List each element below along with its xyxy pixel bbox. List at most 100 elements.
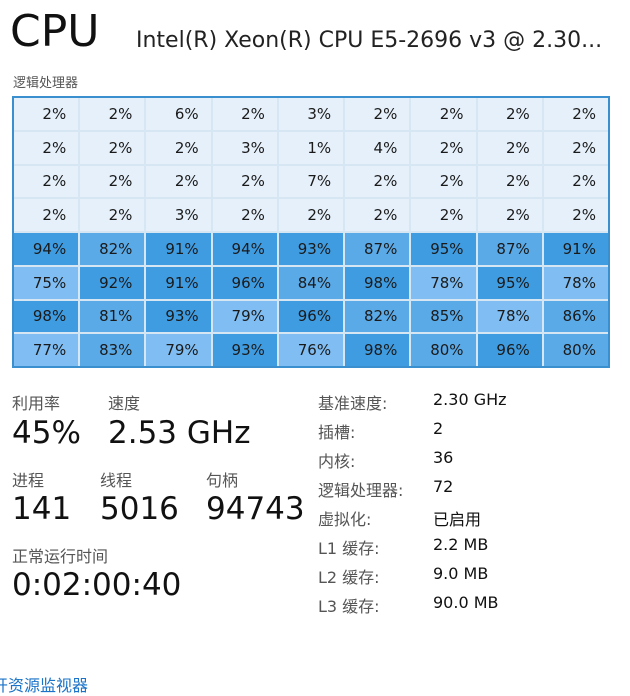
logical-processor-cell: 2% — [477, 199, 542, 231]
speed-label: 速度 — [108, 394, 141, 413]
detail-logical-processors-value: 72 — [433, 477, 454, 496]
logical-processor-cell: 94% — [212, 233, 277, 265]
handles-label: 句柄 — [206, 471, 239, 490]
logical-processor-cell: 96% — [212, 266, 277, 299]
logical-processor-cell: 95% — [477, 266, 542, 299]
detail-l1-cache-value: 2.2 MB — [433, 535, 489, 554]
logical-processor-cell: 3% — [278, 98, 344, 130]
utilization-label: 利用率 — [12, 394, 61, 413]
logical-processor-cell: 2% — [477, 165, 542, 198]
detail-sockets-label: 插槽: — [318, 423, 356, 442]
logical-processor-cell: 80% — [543, 334, 608, 366]
logical-processor-cell: 98% — [345, 266, 410, 299]
logical-processor-cell: 2% — [345, 98, 410, 130]
logical-processor-cell: 2% — [345, 199, 410, 231]
logical-processor-cell: 87% — [345, 233, 410, 265]
detail-cores-label: 内核: — [318, 452, 356, 471]
logical-processor-cell: 78% — [543, 266, 608, 299]
logical-processor-cell: 94% — [14, 233, 79, 265]
logical-processor-cell: 2% — [14, 131, 79, 164]
logical-processor-cell: 2% — [477, 131, 542, 164]
logical-processor-cell: 81% — [80, 300, 145, 333]
cpu-model-name: Intel(R) Xeon(R) CPU E5-2696 v3 @ 2.30..… — [136, 28, 603, 53]
logical-processor-cell: 2% — [543, 199, 608, 231]
logical-processor-cell: 4% — [345, 131, 410, 164]
logical-processor-cell: 75% — [14, 266, 79, 299]
logical-processor-cell: 7% — [278, 165, 344, 198]
logical-processor-cell: 2% — [80, 199, 145, 231]
logical-processor-cell: 77% — [14, 334, 79, 366]
logical-processor-cell: 2% — [543, 131, 608, 164]
detail-l1-cache-label: L1 缓存: — [318, 539, 380, 558]
detail-virtualization-value: 已启用 — [433, 510, 482, 529]
logical-processor-cell: 79% — [212, 300, 277, 333]
logical-processor-cell: 2% — [411, 131, 476, 164]
logical-processor-cell: 79% — [146, 334, 211, 366]
logical-processor-cell: 91% — [543, 233, 608, 265]
logical-processor-cell: 2% — [212, 199, 277, 231]
detail-logical-processors-label: 逻辑处理器: — [318, 481, 404, 500]
logical-processor-grid: 2% 2% 6% 2% 3% 2% 2% 2% 2% 2% 2% 2% 3% 1% 4% 2% 2% 2% 2% 2%… — [12, 96, 610, 368]
logical-processor-cell: 2% — [477, 98, 542, 130]
logical-processor-cell: 2% — [543, 165, 608, 198]
logical-processor-cell: 2% — [212, 98, 277, 130]
logical-processor-cell: 3% — [212, 131, 277, 164]
logical-processor-cell: 76% — [278, 334, 344, 366]
cpu-title: CPU — [10, 6, 100, 57]
logical-processor-cell: 91% — [146, 233, 211, 265]
logical-processor-cell: 93% — [146, 300, 211, 333]
detail-sockets-value: 2 — [433, 419, 444, 438]
logical-processor-cell: 2% — [146, 131, 211, 164]
logical-processor-cell: 93% — [278, 233, 344, 265]
detail-base-speed-label: 基准速度: — [318, 394, 388, 413]
logical-processor-cell: 85% — [411, 300, 476, 333]
handles-value: 94743 — [206, 491, 305, 527]
detail-base-speed-value: 2.30 GHz — [433, 390, 507, 409]
logical-processor-cell: 83% — [80, 334, 145, 366]
logical-processor-cell: 2% — [14, 165, 79, 198]
logical-processor-cell: 82% — [80, 233, 145, 265]
logical-processor-cell: 96% — [477, 334, 542, 366]
processes-value: 141 — [12, 491, 72, 527]
detail-l3-cache-value: 90.0 MB — [433, 593, 499, 612]
detail-virtualization-label: 虚拟化: — [318, 510, 372, 529]
logical-processor-cell: 2% — [80, 165, 145, 198]
uptime-value: 0:02:00:40 — [12, 567, 182, 603]
detail-l3-cache-label: L3 缓存: — [318, 597, 380, 616]
logical-processor-cell: 78% — [411, 266, 476, 299]
detail-l2-cache-value: 9.0 MB — [433, 564, 489, 583]
logical-processor-cell: 95% — [411, 233, 476, 265]
logical-processor-cell: 84% — [278, 266, 344, 299]
detail-l2-cache-label: L2 缓存: — [318, 568, 380, 587]
logical-processor-cell: 2% — [146, 165, 211, 198]
logical-processor-cell: 82% — [345, 300, 410, 333]
logical-processor-cell: 2% — [14, 199, 79, 231]
logical-processor-cell: 87% — [477, 233, 542, 265]
logical-processor-cell: 2% — [80, 98, 145, 130]
speed-value: 2.53 GHz — [108, 415, 251, 451]
logical-processor-cell: 2% — [212, 165, 277, 198]
logical-processor-cell: 91% — [146, 266, 211, 299]
threads-value: 5016 — [100, 491, 179, 527]
logical-processor-cell: 1% — [278, 131, 344, 164]
logical-processor-cell: 93% — [212, 334, 277, 366]
logical-processor-cell: 96% — [278, 300, 344, 333]
logical-processor-cell: 2% — [345, 165, 410, 198]
detail-cores-value: 36 — [433, 448, 454, 467]
logical-processor-cell: 2% — [411, 165, 476, 198]
open-resource-monitor-link[interactable]: 开资源监视器 — [0, 676, 89, 695]
logical-processor-cell: 78% — [477, 300, 542, 333]
logical-processor-cell: 2% — [411, 199, 476, 231]
logical-processor-cell: 2% — [278, 199, 344, 231]
logical-processor-cell: 98% — [345, 334, 410, 366]
logical-processor-cell: 92% — [80, 266, 145, 299]
logical-processor-cell: 86% — [543, 300, 608, 333]
processes-label: 进程 — [12, 471, 45, 490]
logical-processor-cell: 2% — [411, 98, 476, 130]
logical-processor-cell: 80% — [411, 334, 476, 366]
logical-processor-cell: 3% — [146, 199, 211, 231]
threads-label: 线程 — [100, 471, 133, 490]
uptime-label: 正常运行时间 — [12, 547, 109, 566]
logical-processor-cell: 2% — [80, 131, 145, 164]
logical-processor-cell: 98% — [14, 300, 79, 333]
